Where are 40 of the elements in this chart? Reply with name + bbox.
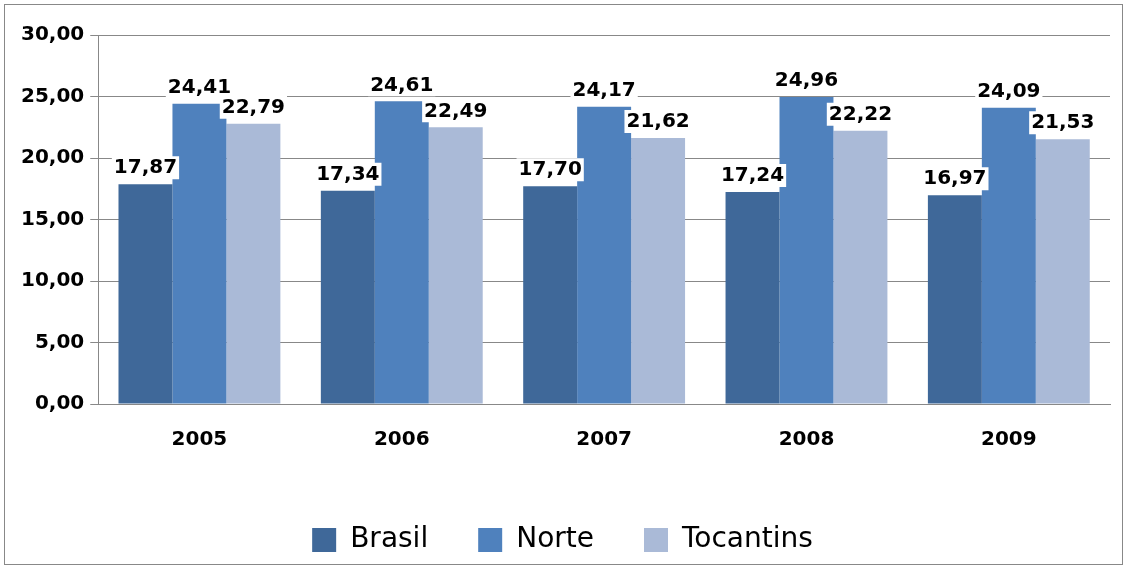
bar: [320, 190, 375, 404]
bar: [631, 138, 686, 404]
data-label: 21,53: [1031, 109, 1095, 134]
x-tick-label: 2009: [980, 426, 1037, 451]
data-label: 16,97: [923, 165, 987, 190]
bar: [118, 184, 173, 404]
y-tick-label: 15,00: [21, 205, 85, 230]
data-label: 22,22: [828, 100, 893, 125]
y-tick-label: 0,00: [34, 390, 85, 415]
data-label: 17,87: [113, 154, 178, 179]
data-label: 22,79: [221, 93, 286, 118]
bar: [1035, 139, 1090, 404]
data-label: 21,62: [626, 108, 690, 133]
y-tick-label: 5,00: [34, 328, 85, 353]
data-label: 17,34: [316, 160, 380, 185]
y-tick-label: 10,00: [21, 267, 85, 292]
legend-label: Norte: [516, 521, 594, 555]
data-label: 24,41: [167, 73, 232, 98]
bar: [927, 195, 982, 404]
data-label: 24,09: [977, 77, 1041, 102]
data-label: 17,24: [720, 162, 785, 187]
y-tick-label: 20,00: [21, 144, 85, 169]
bar: [428, 127, 483, 404]
data-label: 22,49: [424, 97, 488, 122]
y-tick-label: 30,00: [21, 21, 85, 46]
bar: [523, 186, 578, 404]
legend-label: Tocantins: [680, 521, 813, 555]
data-label: 24,96: [774, 67, 839, 92]
x-tick-label: 2008: [778, 426, 835, 451]
bar: [833, 130, 888, 404]
data-label: 24,17: [572, 76, 636, 101]
y-tick-label: 25,00: [21, 82, 85, 107]
x-tick-label: 2006: [373, 426, 430, 451]
data-label: 17,70: [518, 156, 582, 181]
bar: [226, 123, 281, 404]
x-tick-label: 2007: [576, 426, 632, 451]
legend-label: Brasil: [350, 521, 429, 555]
bar: [725, 191, 780, 404]
data-label: 24,61: [370, 71, 434, 96]
x-tick-label: 2005: [171, 426, 228, 451]
